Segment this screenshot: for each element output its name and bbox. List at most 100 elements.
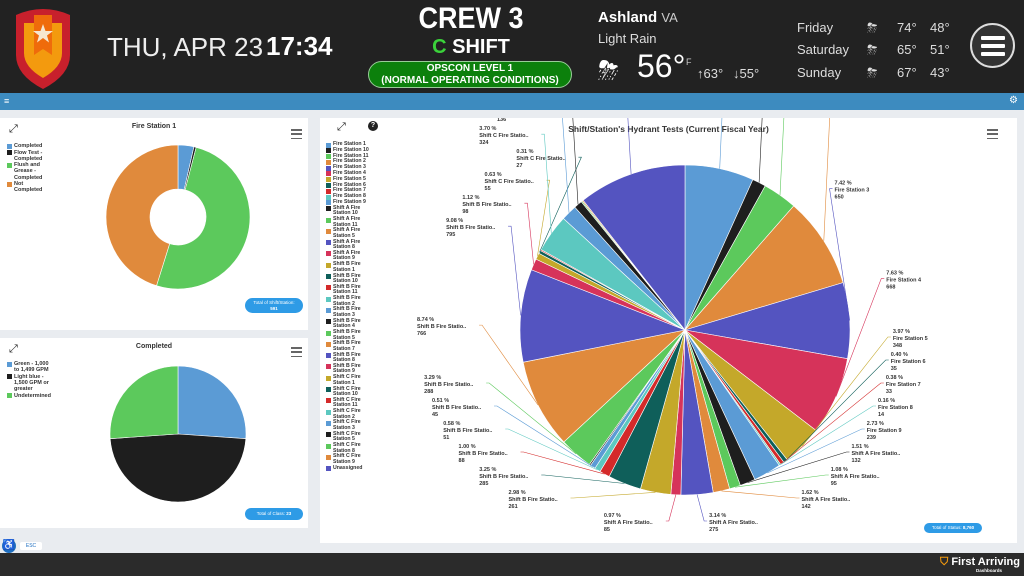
slice-label: 0.38 %Fire Station 733	[886, 375, 921, 395]
chart-menu-icon[interactable]	[987, 129, 998, 139]
legend-item[interactable]: Shift A Fire Station 10	[326, 205, 372, 217]
legend-swatch	[326, 217, 331, 223]
legend-item[interactable]: Flush and Grease - Completed	[7, 162, 47, 181]
legend-item[interactable]: Shift C Fire Station 8	[326, 442, 372, 454]
legend-item[interactable]: Shift C Fire Station 1	[326, 374, 372, 386]
pie-slice[interactable]	[177, 365, 247, 439]
expand-icon[interactable]: ⤢	[9, 343, 18, 355]
legend-item[interactable]: Not Completed	[7, 181, 47, 193]
menu-icon[interactable]: ≡	[4, 96, 10, 106]
legend-swatch	[326, 165, 331, 171]
legend-label: Fire Station 10	[333, 146, 369, 153]
slice-label-pct: 0.38 %	[886, 375, 903, 381]
legend-label: Green - 1,000 to 1,499 GPM	[14, 361, 49, 374]
legend-label: Fire Station 7	[333, 187, 366, 194]
chart-legend: Fire Station 1 Fire Station 10 Fire Statio…	[326, 141, 372, 472]
legend-swatch	[326, 251, 331, 257]
legend-item[interactable]: Shift B Fire Station 2	[326, 295, 372, 307]
slice-label-label: Shift B Fire Statio..	[417, 324, 467, 330]
legend-item[interactable]: Shift B Fire Station 9	[326, 362, 372, 375]
pie-slice[interactable]	[109, 365, 179, 439]
slice-label-value: 766	[417, 331, 426, 337]
legend-item[interactable]: Fire Station 3	[326, 165, 372, 171]
legend-label: Flush and Grease - Completed	[14, 162, 43, 181]
legend-item[interactable]: Shift B Fire Station 5	[326, 329, 372, 341]
legend-item[interactable]: Shift B Fire Station 3	[326, 307, 372, 318]
legend-item[interactable]: Shift B Fire Station 8	[326, 352, 372, 364]
legend-label: Shift C Fire Station 5	[333, 430, 361, 443]
legend-item[interactable]: Shift B Fire Station 4	[326, 318, 372, 330]
legend-item[interactable]: Unassigned	[326, 465, 372, 472]
pie-slice[interactable]	[156, 146, 251, 290]
legend-item[interactable]: Shift A Fire Station 11	[326, 216, 372, 228]
legend-item[interactable]: Shift B Fire Station 10	[326, 273, 372, 285]
label-leader-line	[541, 474, 625, 484]
slice-label-value: 136	[497, 118, 506, 123]
legend-item[interactable]: Flow Test - Completed	[7, 150, 47, 162]
legend-item[interactable]: Fire Station 6	[326, 182, 372, 189]
legend-item[interactable]: Fire Station 9	[326, 199, 372, 206]
label-leader-line	[719, 118, 723, 169]
legend-item[interactable]: Shift C Fire Station 3	[326, 420, 372, 431]
main-menu-button[interactable]	[970, 23, 1015, 68]
legend-item[interactable]: Shift B Fire Station 11	[326, 284, 372, 296]
slice-label-value: 795	[446, 232, 455, 238]
total-label: Total of Status:	[931, 525, 962, 530]
slice-label-pct: 2.73 %	[867, 421, 884, 427]
completed-panel: ⤢ Completed Green - 1,000 to 1,499 GPM Li…	[0, 338, 308, 528]
slice-label: 3.25 %Shift B Fire Statio..285	[479, 467, 529, 487]
hydrant-tests-panel: ⤢ ? Shift/Station's Hydrant Tests (Curre…	[320, 118, 1017, 543]
legend-item[interactable]: Shift B Fire Station 1	[326, 262, 372, 273]
legend-item[interactable]: Light blue - 1,500 GPM or greater	[7, 374, 53, 393]
slice-label-pct: 0.31 %	[516, 149, 533, 155]
legend-item[interactable]: Shift C Fire Station 5	[326, 430, 372, 443]
legend-item[interactable]: Fire Station 7	[326, 188, 372, 194]
slice-label-pct: 0.58 %	[443, 421, 460, 427]
pie-slice[interactable]	[109, 433, 247, 503]
legend-label: Shift B Fire Station 9	[333, 362, 361, 375]
settings-gears-icon[interactable]: ⚙	[1009, 95, 1018, 106]
legend-item[interactable]: Shift A Fire Station 5	[326, 228, 372, 239]
label-leader-line	[829, 188, 851, 321]
legend-item[interactable]: Shift C Fire Station 9	[326, 454, 372, 465]
legend-item[interactable]: Fire Station 1	[326, 141, 372, 148]
legend-item[interactable]: Shift B Fire Station 7	[326, 341, 372, 352]
label-leader-line	[562, 118, 570, 213]
help-icon[interactable]: ?	[368, 121, 378, 131]
slice-label-pct: 1.62 %	[802, 490, 819, 496]
expand-icon[interactable]: ⤢	[9, 123, 18, 135]
legend-item[interactable]: Completed	[7, 143, 47, 149]
chart-menu-icon[interactable]	[291, 129, 302, 139]
legend-item[interactable]: Shift A Fire Station 8	[326, 239, 372, 251]
accessibility-icon[interactable]: ♿	[2, 539, 16, 553]
pie-slice[interactable]	[519, 269, 687, 363]
legend-swatch	[326, 420, 331, 426]
legend-item[interactable]: Shift C Fire Station 11	[326, 397, 372, 409]
pie-slice[interactable]	[684, 205, 844, 331]
label-leader-line	[721, 490, 800, 499]
legend-item[interactable]: Fire Station 10	[326, 146, 372, 154]
pie-slice[interactable]	[582, 164, 686, 331]
legend-item[interactable]: Undetermined	[7, 393, 53, 399]
legend-swatch	[7, 374, 12, 380]
esc-button[interactable]: ESC	[20, 542, 42, 550]
legend-item[interactable]: Shift C Fire Station 2	[326, 408, 372, 420]
legend-item[interactable]: Green - 1,000 to 1,499 GPM	[7, 361, 53, 373]
slice-label-value: 142	[802, 504, 811, 510]
legend-item[interactable]: Fire Station 2	[326, 159, 372, 165]
slice-label-label: Shift C Fire Statio..	[516, 156, 566, 162]
legend-item[interactable]: Fire Station 8	[326, 194, 372, 200]
pie-slice[interactable]	[105, 144, 179, 287]
forecast-day: Friday	[797, 20, 834, 35]
legend-item[interactable]: Fire Station 5	[326, 176, 372, 183]
legend-swatch	[7, 143, 12, 149]
legend-item[interactable]: Fire Station 11	[326, 153, 372, 160]
legend-item[interactable]: Shift C Fire Station 10	[326, 386, 372, 398]
legend-item[interactable]: Fire Station 4	[326, 170, 372, 177]
forecast-row: Saturday ⛈ 65° 51°	[797, 42, 957, 60]
chart-menu-icon[interactable]	[291, 347, 302, 357]
low-temperature: ↓55°	[733, 66, 759, 81]
legend-item[interactable]: Shift A Fire Station 9	[326, 250, 372, 262]
expand-icon[interactable]: ⤢	[337, 121, 346, 133]
pie-slice[interactable]	[522, 329, 686, 443]
